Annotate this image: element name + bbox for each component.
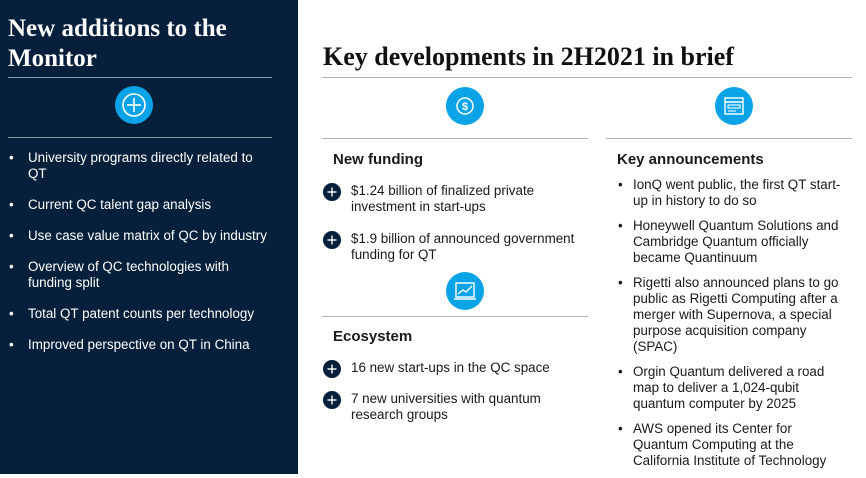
section-divider	[322, 316, 588, 317]
section-divider	[606, 138, 852, 139]
page-title: Key developments in 2H2021 in brief	[323, 42, 734, 71]
plus-icon	[323, 183, 341, 201]
plus-icon	[323, 360, 341, 378]
ecosystem-item-text: 16 new start-ups in the QC space	[351, 360, 550, 375]
additions-list: University programs directly related to …	[8, 150, 270, 368]
list-item: University programs directly related to …	[8, 150, 270, 182]
ecosystem-item-text: 7 new universities with quantum research…	[351, 391, 541, 422]
list-item: Use case value matrix of QC by industry	[8, 228, 270, 244]
list-item: AWS opened its Center for Quantum Comput…	[617, 421, 849, 469]
title-divider	[322, 77, 852, 78]
announcements-list: IonQ went public, the first QT start-up …	[617, 177, 849, 478]
announcement-icon	[715, 87, 753, 125]
list-item: Current QC talent gap analysis	[8, 197, 270, 213]
funding-item-text: $1.9 billion of announced government fun…	[351, 231, 575, 262]
list-item: IonQ went public, the first QT start-up …	[617, 177, 849, 209]
divider	[8, 77, 272, 78]
section-divider	[322, 138, 588, 139]
ecosystem-title: Ecosystem	[333, 328, 413, 345]
left-panel-title: New additions to the Monitor	[8, 15, 227, 72]
key-announcements-title: Key announcements	[617, 151, 764, 168]
funding-item-text: $1.24 billion of finalized private inves…	[351, 183, 535, 214]
list-item: Honeywell Quantum Solutions and Cambridg…	[617, 218, 849, 266]
divider	[8, 137, 272, 138]
list-item: Total QT patent counts per technology	[8, 306, 270, 322]
left-panel: New additions to the Monitor University …	[0, 0, 298, 474]
list-item: Rigetti also announced plans to go publi…	[617, 275, 849, 355]
plus-icon	[323, 231, 341, 249]
list-item: Overview of QC technologies with funding…	[8, 259, 270, 291]
plus-circle-icon	[115, 86, 153, 124]
list-item: Orgin Quantum delivered a road map to de…	[617, 364, 849, 412]
dollar-icon: $	[446, 87, 484, 125]
svg-text:$: $	[462, 101, 468, 113]
plus-icon	[323, 391, 341, 409]
list-item: Improved perspective on QT in China	[8, 337, 270, 353]
chart-icon	[446, 272, 484, 310]
new-funding-title: New funding	[333, 151, 423, 168]
